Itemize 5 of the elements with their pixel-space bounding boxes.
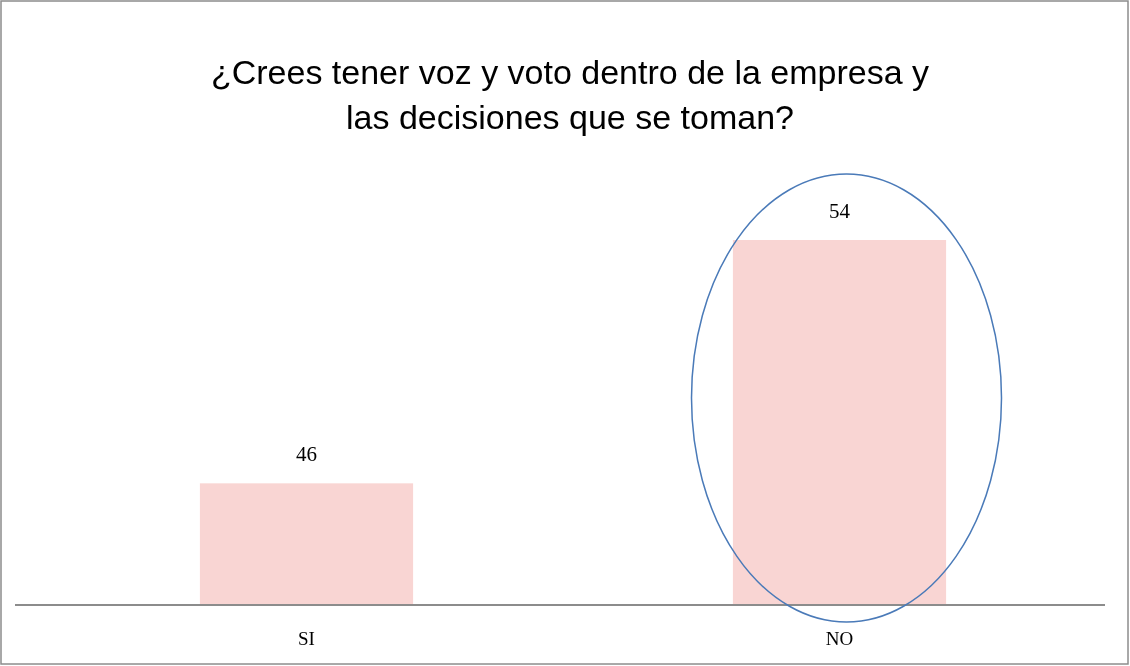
- data-label: 54: [829, 199, 851, 223]
- x-tick-label: SI: [298, 628, 315, 649]
- chart-title: ¿Crees tener voz y voto dentro de la empresa y las decisiones que se toman?: [210, 53, 930, 136]
- x-tick-label: NO: [825, 628, 854, 649]
- data-label: 46: [296, 442, 317, 467]
